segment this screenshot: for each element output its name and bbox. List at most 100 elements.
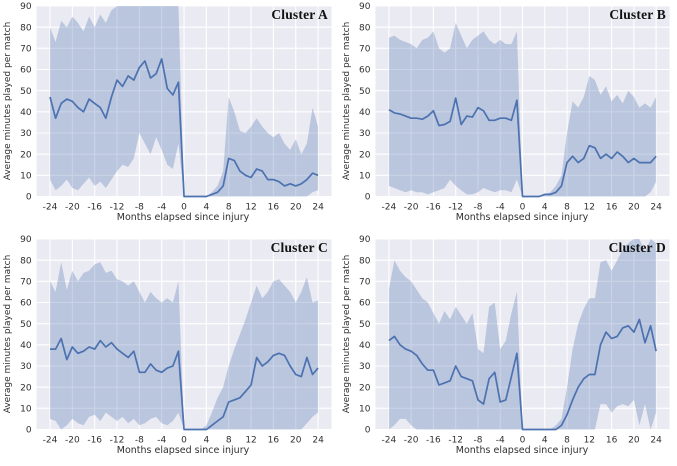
- svg-text:20: 20: [20, 383, 32, 393]
- svg-text:12: 12: [245, 436, 256, 446]
- svg-text:10: 10: [359, 405, 371, 415]
- y-axis-label: Average minutes played per match: [342, 254, 352, 414]
- svg-text:8: 8: [226, 203, 232, 213]
- svg-text:8: 8: [564, 203, 570, 213]
- svg-text:80: 80: [20, 23, 32, 33]
- svg-text:20: 20: [290, 436, 302, 446]
- svg-text:30: 30: [359, 362, 371, 372]
- svg-text:90: 90: [359, 2, 371, 12]
- svg-text:80: 80: [359, 256, 371, 266]
- x-axis-label: Months elapsed since injury: [116, 445, 250, 456]
- y-axis-label: Average minutes played per match: [3, 21, 13, 181]
- svg-text:-4: -4: [157, 436, 166, 446]
- chart-title: Cluster C: [270, 240, 328, 255]
- svg-text:40: 40: [359, 108, 371, 118]
- svg-text:20: 20: [628, 436, 640, 446]
- svg-text:-8: -8: [473, 436, 482, 446]
- svg-text:-24: -24: [382, 203, 397, 213]
- svg-text:-20: -20: [65, 203, 80, 213]
- svg-text:-24: -24: [43, 436, 58, 446]
- svg-text:70: 70: [20, 278, 32, 288]
- svg-text:-12: -12: [448, 203, 463, 213]
- chart-title: Cluster D: [608, 240, 666, 255]
- svg-text:20: 20: [359, 383, 371, 393]
- svg-text:8: 8: [564, 436, 570, 446]
- svg-text:4: 4: [204, 203, 210, 213]
- svg-text:24: 24: [312, 203, 324, 213]
- svg-text:12: 12: [584, 203, 595, 213]
- svg-text:70: 70: [359, 45, 371, 55]
- svg-text:-24: -24: [382, 436, 397, 446]
- y-axis-label: Average minutes played per match: [342, 21, 352, 181]
- svg-text:-12: -12: [110, 203, 125, 213]
- svg-text:40: 40: [20, 108, 32, 118]
- svg-text:0: 0: [181, 436, 187, 446]
- svg-text:16: 16: [606, 436, 618, 446]
- svg-text:30: 30: [20, 129, 32, 139]
- svg-text:-20: -20: [404, 203, 419, 213]
- svg-text:-20: -20: [404, 436, 419, 446]
- cluster-b-plot: -24 -20 -16 -12 -8 -4 0 4 8 12 16 20 24 0 10 20 30 40 50 60…: [359, 2, 670, 213]
- svg-text:16: 16: [606, 203, 618, 213]
- svg-text:10: 10: [20, 172, 32, 182]
- svg-text:-8: -8: [473, 203, 482, 213]
- chart-panel-cluster-c: -24 -20 -16 -12 -8 -4 0 4 8 12 16 20 24 0 10 20 30 40 50 60…: [0, 233, 339, 466]
- svg-text:40: 40: [20, 341, 32, 351]
- svg-text:50: 50: [20, 87, 32, 97]
- svg-text:20: 20: [628, 203, 640, 213]
- chart-panel-cluster-b: -24 -20 -16 -12 -8 -4 0 4 8 12 16 20 24 0 10 20 30 40 50 60…: [339, 0, 677, 233]
- svg-text:-12: -12: [448, 436, 463, 446]
- svg-text:50: 50: [20, 320, 32, 330]
- svg-text:40: 40: [359, 341, 371, 351]
- svg-text:0: 0: [520, 436, 526, 446]
- svg-text:-8: -8: [135, 436, 144, 446]
- svg-text:10: 10: [359, 172, 371, 182]
- y-axis-label: Average minutes played per match: [3, 254, 13, 414]
- svg-text:-16: -16: [87, 436, 102, 446]
- svg-text:-24: -24: [43, 203, 58, 213]
- svg-text:70: 70: [359, 278, 371, 288]
- cluster-c-plot: -24 -20 -16 -12 -8 -4 0 4 8 12 16 20 24 0 10 20 30 40 50 60…: [20, 235, 332, 446]
- chart-title: Cluster B: [609, 7, 666, 22]
- svg-text:4: 4: [542, 436, 548, 446]
- chart-panel-cluster-a: -24 -20 -16 -12 -8 -4 0 4 8 12 16 20 24 0 10 20 30 40 50 60…: [0, 0, 339, 233]
- x-axis-label: Months elapsed since injury: [116, 212, 250, 223]
- svg-text:-4: -4: [157, 203, 166, 213]
- svg-text:-16: -16: [426, 436, 441, 446]
- svg-text:0: 0: [520, 203, 526, 213]
- svg-text:-4: -4: [496, 436, 505, 446]
- svg-text:90: 90: [359, 235, 371, 245]
- svg-text:8: 8: [226, 436, 232, 446]
- svg-text:60: 60: [20, 299, 32, 309]
- svg-text:80: 80: [20, 256, 32, 266]
- svg-text:-4: -4: [496, 203, 505, 213]
- svg-text:-20: -20: [65, 436, 80, 446]
- svg-text:4: 4: [542, 203, 548, 213]
- svg-text:16: 16: [268, 436, 280, 446]
- svg-text:60: 60: [359, 299, 371, 309]
- svg-text:20: 20: [20, 150, 32, 160]
- svg-text:60: 60: [20, 66, 32, 76]
- svg-text:24: 24: [312, 436, 324, 446]
- svg-text:-16: -16: [426, 203, 441, 213]
- x-axis-label: Months elapsed since injury: [455, 212, 589, 223]
- svg-text:12: 12: [584, 436, 595, 446]
- svg-text:0: 0: [26, 193, 32, 203]
- chart-title: Cluster A: [271, 7, 328, 22]
- svg-text:20: 20: [359, 150, 371, 160]
- svg-text:50: 50: [359, 87, 371, 97]
- svg-text:24: 24: [650, 203, 662, 213]
- svg-text:90: 90: [20, 2, 32, 12]
- x-axis-label: Months elapsed since injury: [455, 445, 589, 456]
- svg-text:30: 30: [20, 362, 32, 372]
- svg-text:0: 0: [26, 426, 32, 436]
- svg-text:0: 0: [181, 203, 187, 213]
- svg-text:20: 20: [290, 203, 302, 213]
- svg-text:50: 50: [359, 320, 371, 330]
- svg-text:80: 80: [359, 23, 371, 33]
- svg-text:-12: -12: [110, 436, 125, 446]
- svg-text:30: 30: [359, 129, 371, 139]
- svg-text:-8: -8: [135, 203, 144, 213]
- cluster-a-plot: -24 -20 -16 -12 -8 -4 0 4 8 12 16 20 24 0 10 20 30 40 50 60…: [20, 2, 332, 213]
